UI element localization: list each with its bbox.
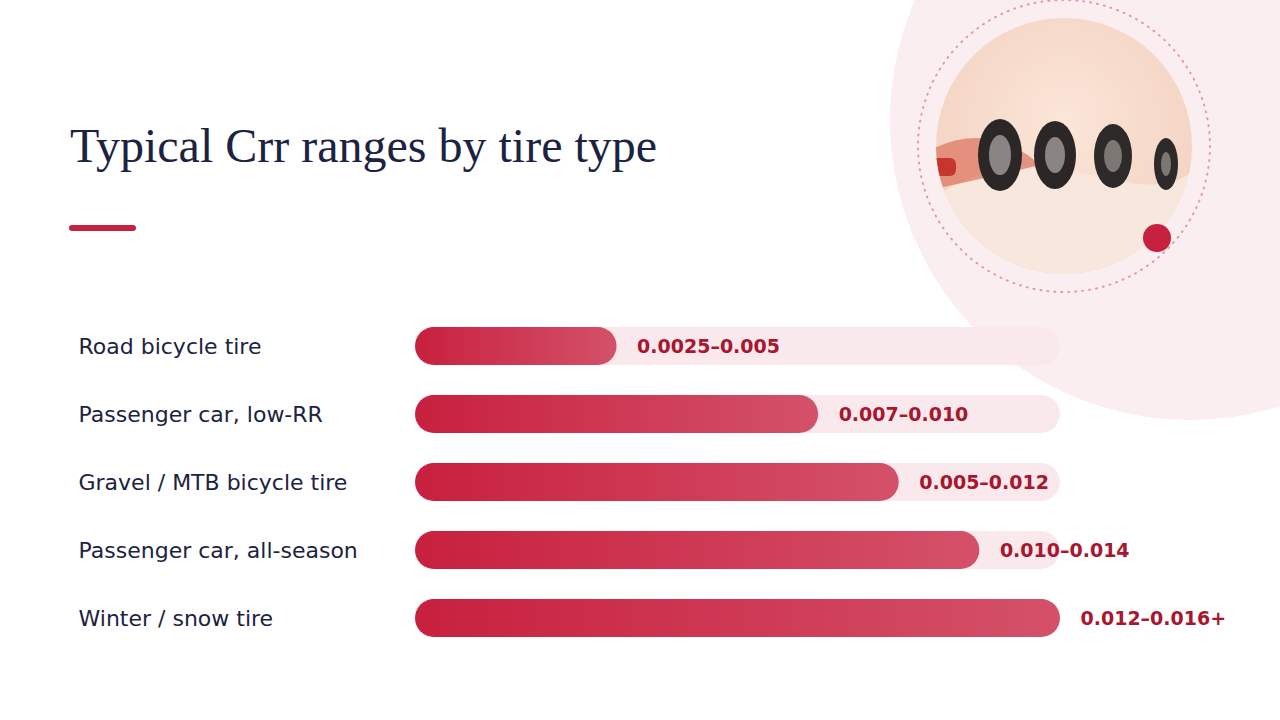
svg-text:Passenger car, all-season: Passenger car, all-season: [79, 538, 358, 563]
svg-text:0.012–0.016+: 0.012–0.016+: [1081, 607, 1227, 629]
svg-text:0.010–0.014: 0.010–0.014: [1000, 539, 1130, 561]
svg-text:Winter / snow tire: Winter / snow tire: [79, 606, 274, 631]
svg-text:Road bicycle tire: Road bicycle tire: [79, 334, 262, 359]
html-text:Typical Crr ranges by tire typ: Typical Crr ranges by tire type: [70, 119, 658, 172]
svg-text:Passenger car, low-RR: Passenger car, low-RR: [79, 402, 323, 427]
svg-text:0.0025–0.005: 0.0025–0.005: [637, 335, 780, 357]
svg-text:Gravel / MTB bicycle tire: Gravel / MTB bicycle tire: [79, 470, 348, 495]
svg-text:0.005–0.012: 0.005–0.012: [919, 471, 1049, 493]
svg-text:0.007–0.010: 0.007–0.010: [839, 403, 969, 425]
